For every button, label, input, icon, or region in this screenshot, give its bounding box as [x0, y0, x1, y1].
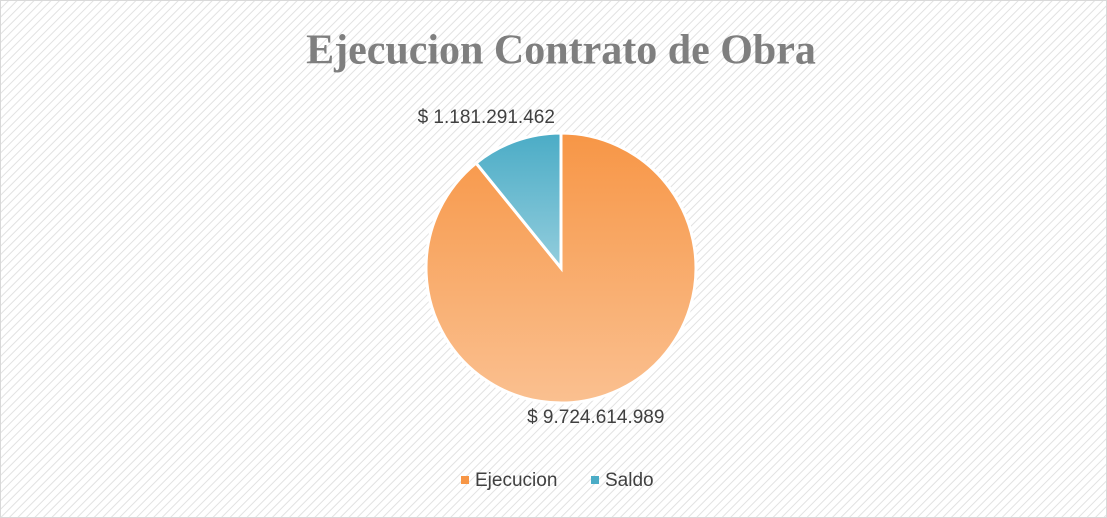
legend-label: Ejecucion [475, 470, 557, 491]
pie-slice [473, 131, 563, 273]
data-label: $ 1.181.291.462 [418, 107, 555, 128]
legend-swatch [461, 476, 469, 484]
legend-swatch [591, 476, 599, 484]
data-label: $ 9.724.614.989 [527, 407, 664, 428]
chart-title: Ejecucion Contrato de Obra [306, 28, 816, 74]
legend-label: Saldo [605, 470, 654, 491]
